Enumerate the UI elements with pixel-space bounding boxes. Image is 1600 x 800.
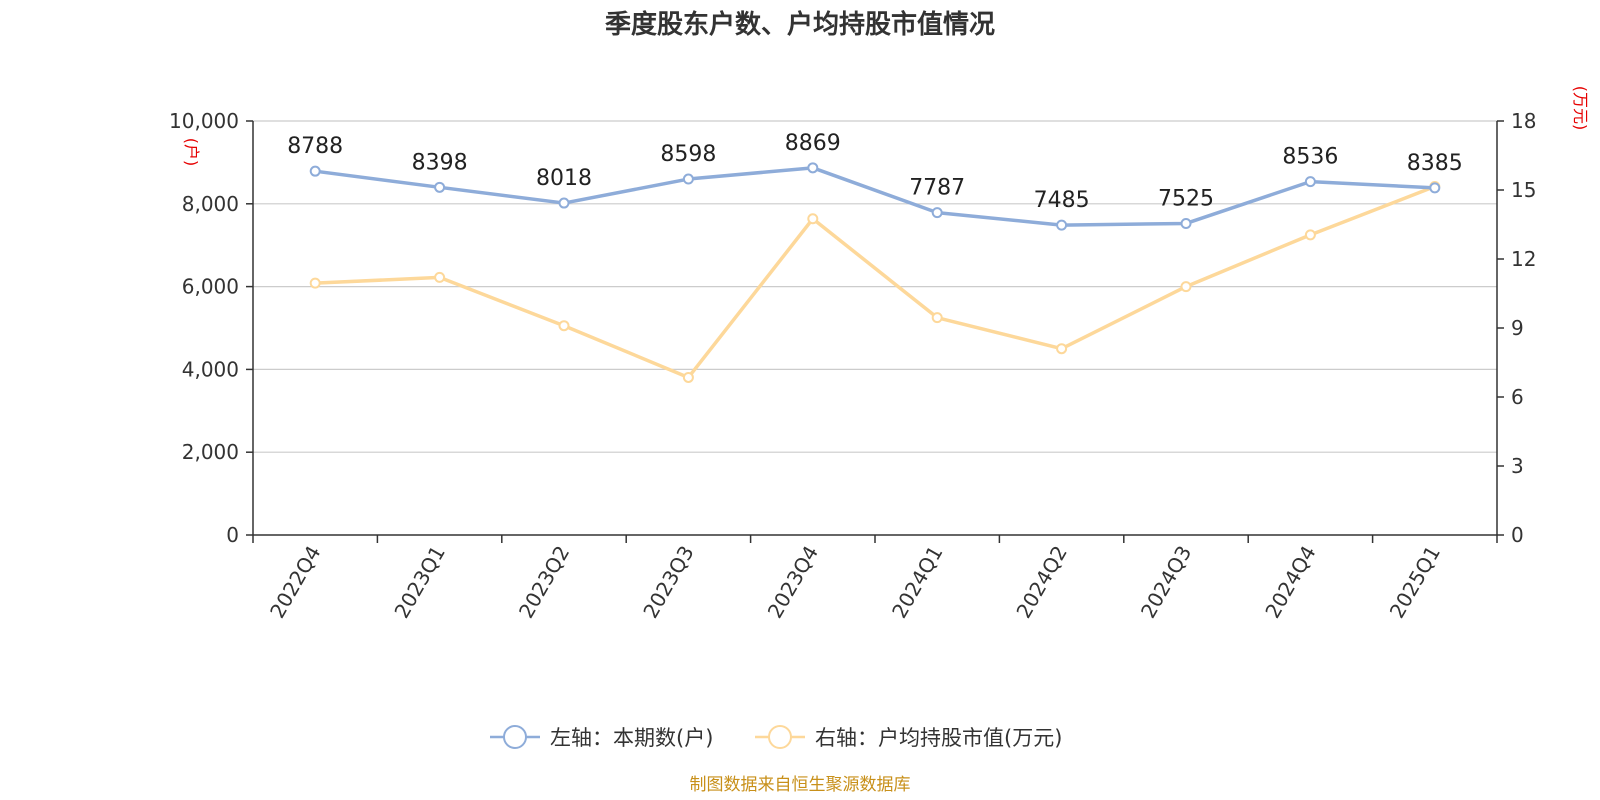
x-tick-label: 2022Q4: [265, 542, 325, 623]
x-tick-label: 2023Q3: [638, 542, 698, 623]
data-point[interactable]: [807, 162, 819, 174]
data-label: 8536: [1282, 145, 1338, 170]
legend-label: 右轴：户均持股市值(万元): [815, 726, 1062, 750]
data-label: 8398: [412, 150, 468, 175]
left-tick-label: 2,000: [182, 440, 239, 464]
data-point[interactable]: [682, 371, 694, 383]
series-right: [309, 181, 1441, 383]
data-point[interactable]: [309, 165, 321, 177]
data-point[interactable]: [309, 277, 321, 289]
legend[interactable]: 左轴：本期数(户) 右轴：户均持股市值(万元): [490, 725, 1062, 750]
data-label: 7525: [1158, 186, 1214, 211]
series-line: [315, 184, 1436, 380]
legend-marker: [503, 725, 527, 749]
right-tick-label: 15: [1511, 178, 1536, 202]
data-point[interactable]: [1180, 281, 1192, 293]
series-line: [314, 166, 1435, 227]
source-note: 制图数据来自恒生聚源数据库: [690, 775, 911, 795]
data-point[interactable]: [1056, 343, 1068, 355]
axes: 0 2,000 4,000 6,000 8,000 10,000 0 3 6 9 12 15 18 (户)…: [169, 86, 1590, 622]
right-tick-label: 18: [1511, 109, 1536, 133]
data-point[interactable]: [1304, 229, 1316, 241]
data-point[interactable]: [1429, 182, 1441, 194]
x-tick-label: 2023Q2: [514, 542, 574, 623]
data-point[interactable]: [1180, 217, 1192, 229]
data-point[interactable]: [558, 197, 570, 209]
data-label: 7485: [1034, 188, 1090, 213]
data-point[interactable]: [807, 213, 819, 225]
legend-item-right[interactable]: 右轴：户均持股市值(万元): [755, 725, 1062, 750]
data-point[interactable]: [931, 312, 943, 324]
right-tick-label: 9: [1511, 316, 1524, 340]
data-point[interactable]: [434, 181, 446, 193]
x-tick-label: 2024Q2: [1011, 542, 1071, 623]
right-tick-label: 0: [1511, 523, 1524, 547]
data-label: 8788: [287, 134, 343, 159]
x-tick-label: 2023Q4: [763, 542, 823, 623]
left-tick-label: 4,000: [182, 357, 239, 381]
series-layer: 8788 8398 8018 8598 8869 7787 7485 7525 8536 8385: [287, 131, 1463, 383]
left-tick-label: 8,000: [182, 192, 239, 216]
left-tick-label: 10,000: [169, 109, 239, 133]
x-tick-label: 2023Q1: [389, 542, 449, 623]
right-tick-label: 3: [1511, 454, 1524, 478]
left-tick-label: 0: [226, 523, 239, 547]
x-tick-label: 2024Q3: [1136, 542, 1196, 623]
data-point[interactable]: [558, 320, 570, 332]
data-label: 8018: [536, 166, 592, 191]
chart-title: 季度股东户数、户均持股市值情况: [605, 9, 995, 40]
x-tick-label: 2025Q1: [1385, 542, 1445, 623]
data-point[interactable]: [1304, 176, 1316, 188]
x-tick-label: 2024Q4: [1260, 542, 1320, 623]
right-tick-label: 12: [1511, 247, 1536, 271]
data-point[interactable]: [1056, 219, 1068, 231]
data-label: 8598: [660, 142, 716, 167]
legend-item-left[interactable]: 左轴：本期数(户): [490, 725, 713, 750]
x-tick-label: 2024Q1: [887, 542, 947, 623]
data-point[interactable]: [682, 173, 694, 185]
legend-marker: [768, 725, 792, 749]
series-left: 8788 8398 8018 8598 8869 7787 7485 7525 8536 8385: [287, 131, 1463, 231]
left-tick-label: 6,000: [182, 275, 239, 299]
data-label: 8869: [785, 131, 841, 156]
data-label: 7787: [909, 176, 965, 201]
right-tick-label: 6: [1511, 385, 1524, 409]
legend-label: 左轴：本期数(户): [550, 726, 713, 750]
right-axis-unit: (万元): [1571, 86, 1590, 131]
data-point[interactable]: [931, 207, 943, 219]
left-axis-unit: (户): [182, 138, 201, 167]
data-label: 8385: [1407, 151, 1463, 176]
data-point[interactable]: [434, 271, 446, 283]
